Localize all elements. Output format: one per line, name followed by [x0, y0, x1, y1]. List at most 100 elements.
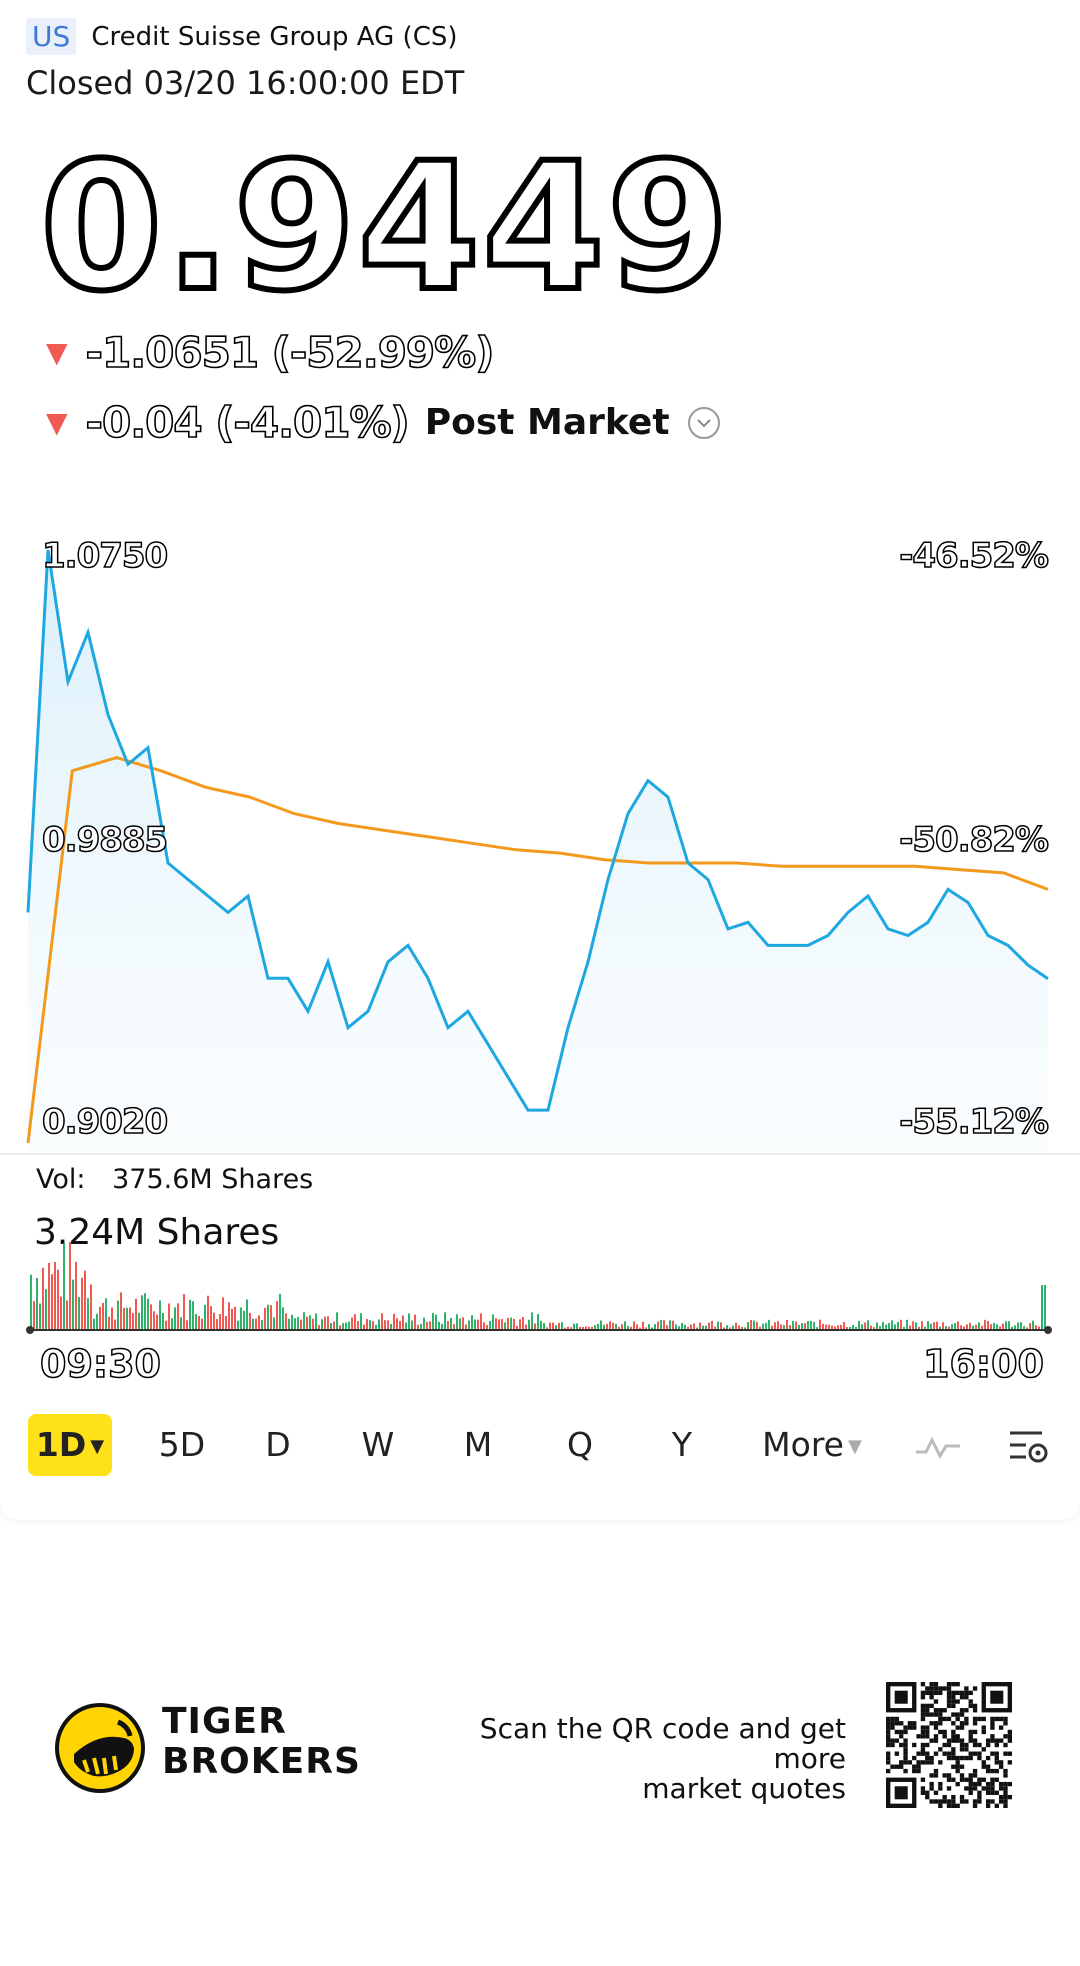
volume-bar — [159, 1300, 161, 1330]
volume-bar — [540, 1320, 542, 1330]
post-market-row[interactable]: ▼ -0.04 (-4.01%) Post Market — [46, 397, 720, 448]
volume-bar — [789, 1325, 791, 1330]
volume-bar — [507, 1317, 509, 1330]
volume-bar — [594, 1325, 596, 1330]
volume-bar — [117, 1300, 119, 1330]
volume-bar — [186, 1320, 188, 1330]
volume-bar — [537, 1314, 539, 1330]
volume-bar — [864, 1322, 866, 1330]
volume-bar — [981, 1325, 983, 1330]
volume-bar — [84, 1270, 86, 1330]
post-market-label: Post Market — [424, 402, 670, 443]
period-tab-y[interactable]: Y — [671, 1425, 693, 1464]
volume-bar — [588, 1326, 590, 1330]
intraday-chart[interactable] — [0, 540, 1080, 1160]
period-tab-w[interactable]: W — [361, 1425, 395, 1464]
period-selector: 1D ▼ 5D D W M Q Y More ▼ — [28, 1414, 1058, 1476]
volume-bar — [414, 1314, 416, 1330]
volume-bar — [471, 1315, 473, 1330]
volume-bar — [753, 1320, 755, 1330]
market-status: Closed 03/20 16:00:00 EDT — [26, 64, 465, 102]
volume-bar — [777, 1321, 779, 1330]
volume-bar — [276, 1301, 278, 1330]
volume-bar — [516, 1325, 518, 1330]
period-tab-1d[interactable]: 1D ▼ — [28, 1414, 112, 1476]
volume-bar — [888, 1322, 890, 1330]
volume-bar — [1044, 1285, 1046, 1330]
volume-bar — [462, 1317, 464, 1330]
volume-bar — [978, 1322, 980, 1330]
volume-bar — [192, 1301, 194, 1330]
volume-bar — [264, 1307, 266, 1330]
volume-bar — [756, 1321, 758, 1330]
volume-bar — [66, 1300, 68, 1330]
indicator-icon[interactable] — [908, 1414, 968, 1476]
volume-bar — [549, 1322, 551, 1330]
volume-bar — [321, 1319, 323, 1330]
volume-bar — [1029, 1322, 1031, 1330]
volume-bar — [306, 1316, 308, 1330]
y-axis-low: 0.9020 — [41, 1101, 169, 1143]
volume-bar — [261, 1320, 263, 1330]
volume-bar — [996, 1324, 998, 1330]
volume-bar — [669, 1320, 671, 1330]
volume-chart[interactable] — [0, 1240, 1080, 1340]
volume-bar — [621, 1324, 623, 1330]
volume-bar — [939, 1326, 941, 1330]
volume-bar — [135, 1298, 137, 1330]
volume-bar — [30, 1274, 32, 1330]
price-line — [26, 549, 1049, 1112]
volume-bar — [1011, 1326, 1013, 1330]
chart-settings-icon[interactable] — [998, 1414, 1058, 1476]
volume-bar — [933, 1322, 935, 1330]
volume-bar — [99, 1306, 101, 1330]
volume-bar — [1008, 1321, 1010, 1330]
volume-bar — [729, 1327, 731, 1330]
volume-bar — [657, 1321, 659, 1330]
volume-bar — [648, 1324, 650, 1330]
period-tab-5d[interactable]: 5D — [158, 1425, 206, 1464]
volume-bar — [609, 1321, 611, 1330]
quote-header: US Credit Suisse Group AG (CS) — [26, 18, 458, 55]
volume-bar — [288, 1318, 290, 1330]
volume-bar — [837, 1325, 839, 1330]
volume-bar — [984, 1319, 986, 1330]
volume-bar — [603, 1324, 605, 1330]
volume-bar — [486, 1325, 488, 1330]
caret-down-icon: ▼ — [847, 1435, 862, 1457]
volume-bar — [879, 1326, 881, 1330]
volume-bar — [966, 1324, 968, 1330]
volume-bar — [810, 1320, 812, 1330]
period-tab-more[interactable]: More ▼ — [752, 1414, 872, 1476]
volume-bar — [633, 1321, 635, 1330]
volume-bar — [144, 1293, 146, 1330]
volume-bar — [327, 1316, 329, 1330]
chevron-down-icon[interactable] — [687, 406, 720, 439]
period-tab-q[interactable]: Q — [567, 1425, 593, 1464]
volume-bar — [1038, 1326, 1040, 1330]
volume-bar — [744, 1327, 746, 1330]
volume-bar — [642, 1321, 644, 1330]
volume-bar — [303, 1312, 305, 1330]
volume-bar — [237, 1320, 239, 1330]
volume-bar — [1035, 1325, 1037, 1330]
volume-bar — [447, 1321, 449, 1330]
volume-bar — [972, 1325, 974, 1330]
volume-bar — [852, 1324, 854, 1330]
volume-bar — [150, 1304, 152, 1330]
volume-bar — [894, 1324, 896, 1330]
post-market-change: -0.04 (-4.01%) — [85, 397, 411, 448]
period-tab-m[interactable]: M — [463, 1425, 493, 1464]
volume-bar — [615, 1323, 617, 1330]
volume-bar — [741, 1326, 743, 1330]
period-tab-d[interactable]: D — [265, 1425, 291, 1464]
volume-bar — [1041, 1285, 1043, 1330]
volume-bar — [108, 1316, 110, 1330]
volume-bar — [168, 1303, 170, 1330]
volume-bar — [612, 1322, 614, 1330]
volume-bar — [726, 1325, 728, 1330]
volume-bar — [798, 1324, 800, 1330]
volume-bar — [519, 1319, 521, 1330]
volume-bar — [96, 1313, 98, 1330]
volume-bar — [813, 1322, 815, 1330]
